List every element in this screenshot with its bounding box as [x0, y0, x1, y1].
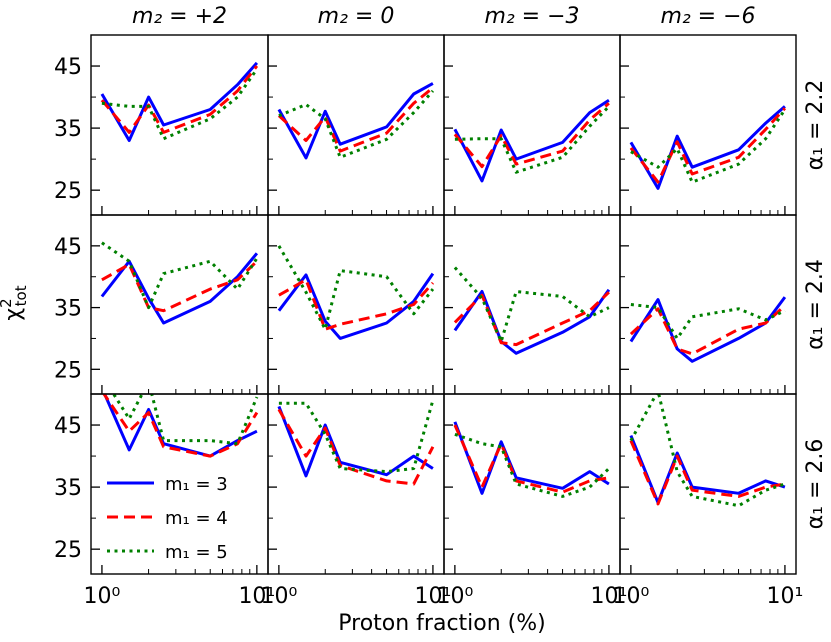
series-line-m1-4 — [102, 394, 259, 458]
legend-label: m₁ = 5 — [165, 542, 228, 563]
series-line-m1-3 — [100, 61, 259, 142]
row-label: α₁ = 2.2 — [803, 80, 828, 171]
column-title: m₂ = −3 — [484, 4, 579, 29]
series-line-m1-3 — [277, 405, 434, 478]
labels-layer: Proton fraction (%) χ2tot m₂ = +2 m₂ = 0 m… — [0, 4, 828, 636]
series-line-m1-3 — [277, 82, 434, 160]
panel-r2-c1: 10⁰ 10¹ — [260, 393, 452, 609]
x-tick-label: 10⁰ — [436, 584, 473, 609]
y-tick-label: 45 — [54, 55, 82, 80]
panel-r1-c2 — [443, 214, 621, 395]
y-tick-label: 25 — [54, 538, 82, 563]
panel-frame — [267, 393, 445, 575]
series-line-m1-4 — [100, 65, 259, 134]
x-tick-label: 10⁰ — [84, 584, 121, 609]
legend: m₁ = 3 m₁ = 4 m₁ = 5 — [107, 474, 228, 563]
panel-r0-c2 — [443, 34, 621, 216]
series-line-m1-3 — [629, 105, 786, 190]
series-line-m1-4 — [277, 408, 435, 486]
series-line-m1-4 — [629, 107, 787, 184]
series-line-m1-5 — [278, 399, 435, 474]
series-line-m1-4 — [277, 86, 434, 153]
y-axis-label: χ2tot — [0, 285, 30, 320]
series-line-m1-3 — [277, 272, 435, 340]
series-line-m1-5 — [278, 89, 435, 159]
row-label: α₁ = 2.6 — [803, 439, 828, 530]
panel-r1-c1 — [267, 214, 445, 395]
series-line-m1-4 — [101, 260, 258, 313]
series-line-m1-4 — [453, 102, 610, 169]
series-line-m1-3 — [453, 98, 610, 183]
panel-r2-c2: 10⁰ 10¹ — [436, 393, 628, 609]
panel-r1-c3 — [619, 214, 797, 395]
series-line-m1-5 — [101, 241, 259, 310]
series-line-m1-3 — [453, 421, 610, 495]
series-line-m1-5 — [630, 303, 786, 340]
y-tick-label: 35 — [54, 476, 82, 501]
series-line-m1-3 — [453, 288, 611, 355]
panel-frame — [267, 34, 445, 216]
panel-frame — [619, 214, 797, 395]
y-tick-label: 35 — [54, 297, 82, 322]
panel-r0-c0: 25 35 45 — [54, 34, 269, 216]
series-line-m1-5 — [630, 108, 787, 184]
panel-frame — [443, 34, 621, 216]
y-tick-label: 35 — [54, 117, 82, 142]
panel-r1-c0: 25 35 45 — [54, 214, 269, 395]
series-line-m1-4 — [629, 440, 786, 506]
series-line-m1-5 — [111, 394, 259, 446]
series-line-m1-3 — [100, 252, 259, 325]
panel-frame — [619, 34, 797, 216]
series-line-m1-5 — [453, 266, 610, 343]
series-line-m1-5 — [277, 245, 435, 331]
x-tick-label: 10⁰ — [260, 584, 297, 609]
y-tick-label: 45 — [54, 235, 82, 260]
x-tick-label: 10¹ — [238, 584, 275, 609]
y-tick-label: 25 — [54, 358, 82, 383]
panel-r2-c0: 25 35 45 10⁰ 10¹ — [54, 393, 275, 609]
legend-label: m₁ = 3 — [165, 474, 228, 495]
panel-r0-c1 — [267, 34, 445, 216]
x-axis-label: Proton fraction (%) — [338, 611, 546, 636]
series-line-m1-5 — [454, 105, 610, 174]
legend-label: m₁ = 4 — [165, 508, 228, 529]
x-tick-label: 10¹ — [767, 584, 804, 609]
series-line-m1-3 — [102, 394, 258, 458]
series-line-m1-5 — [454, 432, 610, 498]
y-tick-label: 45 — [54, 414, 82, 439]
panel-frame — [267, 214, 445, 395]
x-tick-label: 10⁰ — [612, 584, 649, 609]
panel-r0-c3 — [619, 34, 797, 216]
column-title: m₂ = +2 — [132, 4, 227, 29]
x-tick-label: 10¹ — [415, 584, 452, 609]
panel-r2-c3: 10⁰ 10¹ — [612, 393, 804, 609]
x-tick-label: 10¹ — [591, 584, 628, 609]
column-title: m₂ = 0 — [318, 4, 395, 29]
series-line-m1-4 — [629, 304, 786, 356]
panel-frame — [619, 393, 797, 575]
y-tick-label: 25 — [54, 179, 82, 204]
series-line-m1-4 — [453, 291, 610, 347]
series-line-m1-4 — [278, 278, 435, 331]
row-label: α₁ = 2.4 — [803, 259, 828, 350]
panel-frame — [443, 214, 621, 395]
column-title: m₂ = −6 — [660, 4, 755, 29]
